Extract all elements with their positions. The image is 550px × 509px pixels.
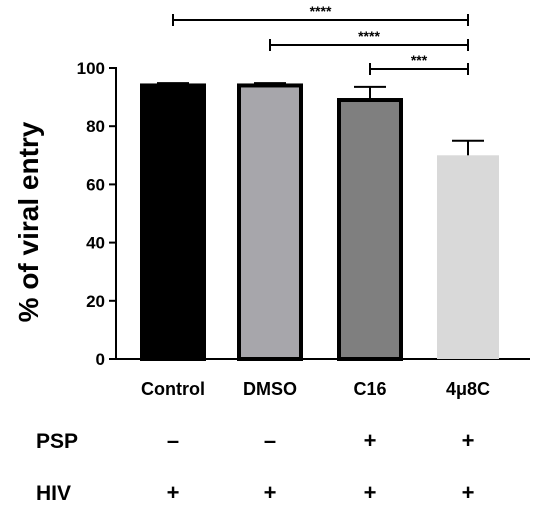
- significance-label: ****: [310, 3, 332, 19]
- x-tick-label: Control: [141, 379, 205, 399]
- condition-value: –: [264, 428, 276, 453]
- bar-c16: [337, 98, 403, 361]
- bar-control: [140, 83, 206, 362]
- y-tick-label: 80: [86, 117, 105, 136]
- x-tick-labels: Control DMSO C16 4μ8C: [141, 379, 490, 399]
- y-tick-label: 40: [86, 234, 105, 253]
- bar-dmso: [237, 83, 303, 362]
- x-tick-label: 4μ8C: [446, 379, 490, 399]
- condition-value: +: [462, 480, 475, 505]
- bar-4μ8c: [437, 155, 499, 359]
- condition-value: –: [167, 428, 179, 453]
- bars: [140, 82, 499, 362]
- condition-value: +: [462, 428, 475, 453]
- x-tick-label: C16: [353, 379, 386, 399]
- significance-brackets: ***********: [172, 3, 469, 75]
- y-axis-label: % of viral entry: [13, 121, 44, 322]
- condition-table: PSP – – + + HIV + + + +: [36, 428, 474, 505]
- significance-label: ***: [411, 52, 428, 68]
- condition-label-hiv: HIV: [36, 482, 71, 505]
- y-tick-label: 100: [77, 59, 105, 78]
- y-tick-label: 60: [86, 175, 105, 194]
- condition-value: +: [364, 428, 377, 453]
- y-tick-label: 0: [96, 350, 105, 369]
- condition-value: +: [364, 480, 377, 505]
- condition-value: +: [264, 480, 277, 505]
- condition-label-psp: PSP: [36, 430, 78, 453]
- x-tick-label: DMSO: [243, 379, 297, 399]
- condition-value: +: [167, 480, 180, 505]
- significance-label: ****: [358, 28, 380, 44]
- y-tick-label: 20: [86, 292, 105, 311]
